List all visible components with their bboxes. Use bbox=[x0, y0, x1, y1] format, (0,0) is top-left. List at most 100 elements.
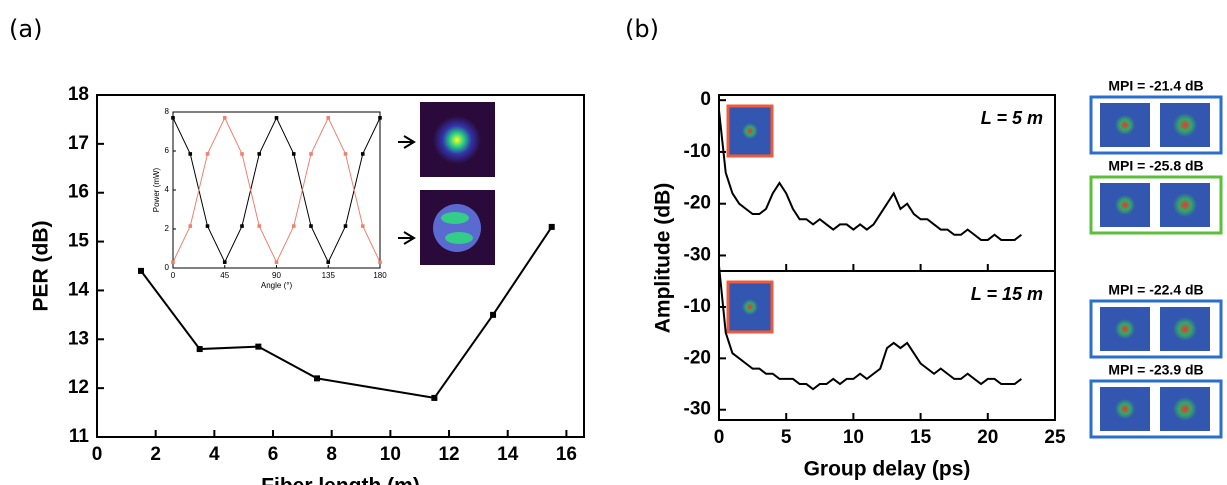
mode-spot bbox=[1173, 113, 1197, 137]
data-point bbox=[343, 152, 348, 156]
y-tick-label: 16 bbox=[68, 182, 89, 203]
x-tick-label: 8 bbox=[326, 444, 337, 465]
data-point bbox=[222, 260, 227, 264]
y-tick-label: 13 bbox=[68, 328, 89, 349]
x-axis-label: Fiber length (m) bbox=[261, 475, 420, 485]
data-point bbox=[138, 267, 145, 274]
mpi-label: MPI = -25.8 dB bbox=[1108, 158, 1203, 174]
x-tick-label: 180 bbox=[373, 271, 387, 280]
y-tick-label: 12 bbox=[68, 377, 89, 398]
x-tick-label: 5 bbox=[781, 427, 792, 448]
x-tick-label: 6 bbox=[268, 444, 279, 465]
data-point bbox=[240, 224, 244, 228]
data-point bbox=[378, 116, 382, 120]
data-point bbox=[188, 224, 193, 228]
data-point bbox=[205, 224, 210, 228]
x-tick-label: 10 bbox=[380, 444, 401, 465]
plot-frame bbox=[172, 111, 381, 269]
y-tick-label: 8 bbox=[165, 107, 170, 116]
mode-spot bbox=[1115, 115, 1135, 135]
y-tick-label: -20 bbox=[684, 193, 711, 214]
data-point bbox=[196, 346, 203, 353]
y-tick-label: 2 bbox=[165, 224, 170, 233]
x-tick-label: 2 bbox=[150, 444, 161, 465]
y-tick-label: -10 bbox=[684, 141, 711, 162]
y-tick-label: 14 bbox=[68, 279, 90, 300]
x-tick-label: 14 bbox=[497, 444, 519, 465]
mode-spot bbox=[1173, 317, 1197, 341]
plot-frame bbox=[718, 270, 1056, 421]
y-axis-label: PER (dB) bbox=[30, 221, 53, 312]
data-point bbox=[257, 224, 262, 228]
plot-frame bbox=[96, 94, 585, 438]
data-point bbox=[291, 224, 296, 228]
x-tick-label: 10 bbox=[843, 427, 864, 448]
x-tick-label: 4 bbox=[209, 444, 220, 465]
x-tick-label: 12 bbox=[438, 444, 459, 465]
y-tick-label: 17 bbox=[68, 133, 89, 154]
mode-images bbox=[398, 102, 774, 334]
data-point bbox=[431, 394, 438, 401]
data-point bbox=[291, 152, 296, 156]
y-axis-label: Power (mW) bbox=[152, 167, 161, 212]
data-point bbox=[360, 152, 365, 156]
mode-spot bbox=[1173, 397, 1197, 421]
x-tick-label: 20 bbox=[977, 427, 998, 448]
x-tick-label: 16 bbox=[556, 444, 577, 465]
annotation: L = 15 m bbox=[971, 284, 1043, 304]
y-tick-label: 6 bbox=[165, 146, 170, 155]
panel-label: (a) bbox=[9, 15, 42, 43]
data-point bbox=[490, 311, 497, 318]
x-tick-label: 25 bbox=[1044, 427, 1066, 448]
y-tick-label: 15 bbox=[68, 231, 90, 252]
panel-label: (b) bbox=[625, 15, 659, 43]
data-point bbox=[378, 260, 382, 264]
data-point bbox=[171, 260, 175, 264]
x-axis-label: Group delay (ps) bbox=[804, 458, 971, 481]
data-point bbox=[326, 260, 331, 264]
y-tick-label: -20 bbox=[684, 347, 711, 368]
mode-spot bbox=[1115, 195, 1135, 215]
x-axis-label: Angle (°) bbox=[261, 281, 293, 290]
x-tick-label: 135 bbox=[322, 271, 336, 280]
y-tick-label: -30 bbox=[684, 399, 711, 420]
mpi-label: MPI = -22.4 dB bbox=[1108, 282, 1203, 298]
x-tick-label: 0 bbox=[714, 427, 725, 448]
data-point bbox=[326, 116, 331, 120]
mode-spot bbox=[1115, 319, 1135, 339]
y-tick-label: 4 bbox=[165, 185, 170, 194]
y-tick-label: -30 bbox=[684, 244, 711, 265]
data-line bbox=[718, 110, 1023, 241]
data-point bbox=[309, 224, 313, 228]
y-axis-label: Amplitude (dB) bbox=[652, 183, 675, 333]
data-point bbox=[343, 224, 348, 228]
x-tick-label: 90 bbox=[272, 271, 281, 280]
annotation: L = 5 m bbox=[981, 108, 1043, 128]
data-point bbox=[314, 375, 321, 382]
data-point bbox=[188, 152, 193, 156]
x-tick-label: 45 bbox=[220, 271, 229, 280]
data-point bbox=[222, 116, 227, 120]
data-point bbox=[274, 116, 279, 120]
data-point bbox=[205, 152, 210, 156]
mpi-label: MPI = -23.9 dB bbox=[1108, 362, 1203, 378]
data-point bbox=[255, 343, 262, 350]
data-point bbox=[171, 116, 175, 120]
y-tick-label: 11 bbox=[69, 426, 90, 447]
data-point bbox=[257, 152, 262, 156]
data-point bbox=[548, 223, 555, 230]
x-tick-label: 15 bbox=[910, 427, 932, 448]
y-tick-label: 0 bbox=[165, 263, 170, 272]
data-point bbox=[309, 152, 313, 156]
mpi-label: MPI = -21.4 dB bbox=[1108, 78, 1203, 94]
data-point bbox=[274, 260, 279, 264]
data-point bbox=[360, 224, 365, 228]
y-tick-label: -10 bbox=[684, 296, 711, 317]
data-point bbox=[240, 152, 244, 156]
x-tick-label: 0 bbox=[171, 271, 176, 280]
x-tick-label: 0 bbox=[92, 444, 103, 465]
y-tick-label: 18 bbox=[68, 84, 89, 105]
mode-spot bbox=[1115, 399, 1135, 419]
data-line bbox=[718, 265, 1023, 391]
